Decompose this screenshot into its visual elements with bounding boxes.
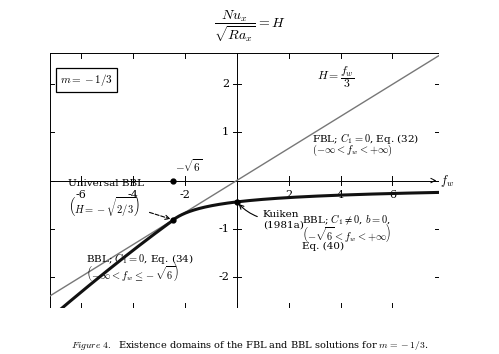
Text: $f_w$: $f_w$ [441,172,455,189]
Text: FBL; $C_1=0$, Eq. (32): FBL; $C_1=0$, Eq. (32) [312,131,419,146]
Text: $H=\dfrac{f_w}{3}$: $H=\dfrac{f_w}{3}$ [317,64,355,90]
Text: -2: -2 [218,272,229,282]
Text: $\dfrac{Nu_x}{\sqrt{Ra_x}} = H$: $\dfrac{Nu_x}{\sqrt{Ra_x}} = H$ [214,9,285,45]
Text: 2: 2 [222,79,229,89]
Text: $\it{Figure\ 4.}$  Existence domains of the FBL and BBL solutions for $m = -1/3$: $\it{Figure\ 4.}$ Existence domains of t… [71,339,428,352]
Text: 1: 1 [222,127,229,137]
Text: $-\sqrt{6}$: $-\sqrt{6}$ [175,158,203,174]
Text: -4: -4 [128,190,138,200]
Text: 4: 4 [337,190,344,200]
Text: -6: -6 [76,190,86,200]
Text: 6: 6 [389,190,396,200]
Text: $\left(-\infty < f_w\leq-\sqrt{6}\right)$: $\left(-\infty < f_w\leq-\sqrt{6}\right)… [86,261,179,283]
Text: Eq. (40): Eq. (40) [301,242,344,251]
Text: $(-\infty < f_w < +\infty)$: $(-\infty < f_w < +\infty)$ [312,143,393,158]
Text: $\left(-\sqrt{6}<f_w<+\infty\right)$: $\left(-\sqrt{6}<f_w<+\infty\right)$ [301,222,391,245]
Text: BBL; $C_1\neq0$, $b=0$,: BBL; $C_1\neq0$, $b=0$, [301,213,391,227]
Text: Kuiken
(1981a): Kuiken (1981a) [240,205,303,230]
Text: -1: -1 [218,224,229,234]
Text: $m=-1/3$: $m=-1/3$ [60,72,113,88]
Text: -2: -2 [180,190,190,200]
Text: BBL; $C_1=0$, Eq. (34): BBL; $C_1=0$, Eq. (34) [86,251,194,266]
Text: Universal BBL
$\left(H=-\sqrt{2/3}\right)$: Universal BBL $\left(H=-\sqrt{2/3}\right… [68,178,169,219]
Text: 2: 2 [285,190,292,200]
